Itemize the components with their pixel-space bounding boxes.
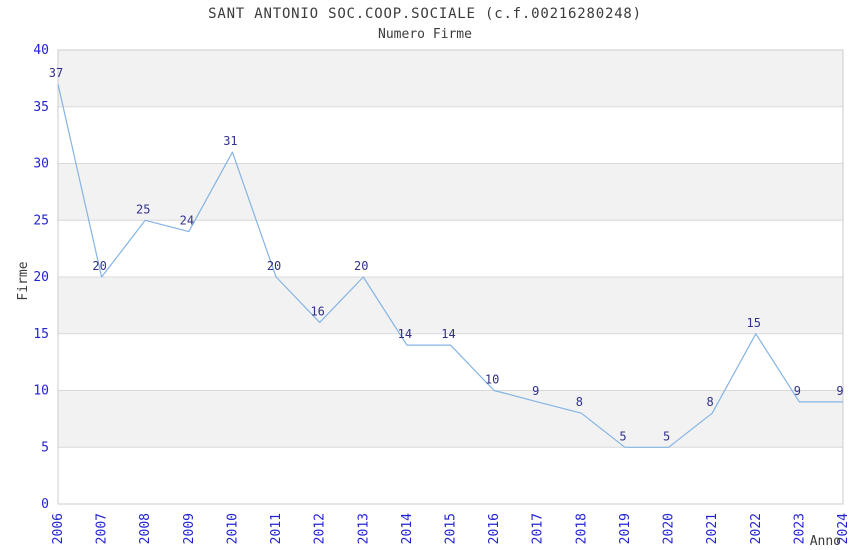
x-tick-label: 2014 bbox=[400, 513, 415, 544]
plot-band bbox=[58, 390, 843, 448]
value-label: 37 bbox=[49, 66, 63, 80]
y-tick-label: 25 bbox=[33, 213, 49, 228]
y-tick-label: 0 bbox=[41, 497, 49, 512]
x-tick-label: 2023 bbox=[792, 513, 807, 544]
x-tick-label: 2007 bbox=[95, 513, 110, 544]
y-tick-label: 35 bbox=[33, 100, 49, 115]
x-tick-label: 2008 bbox=[138, 513, 153, 544]
x-tick-label: 2016 bbox=[487, 513, 502, 544]
x-tick-label: 2017 bbox=[531, 513, 546, 544]
value-label: 9 bbox=[794, 384, 801, 398]
value-label: 14 bbox=[441, 327, 455, 341]
x-tick-label: 2018 bbox=[574, 513, 589, 544]
x-tick-label: 2013 bbox=[356, 513, 371, 544]
value-label: 10 bbox=[485, 373, 499, 387]
x-tick-label: 2022 bbox=[749, 513, 764, 544]
value-label: 5 bbox=[619, 429, 626, 443]
value-label: 24 bbox=[180, 214, 194, 228]
value-label: 20 bbox=[267, 259, 281, 273]
plot-band bbox=[58, 50, 843, 107]
data-line bbox=[57, 83, 843, 448]
x-tick-label: 2012 bbox=[313, 513, 328, 544]
y-tick-label: 5 bbox=[41, 440, 49, 455]
x-tick-label: 2021 bbox=[705, 513, 720, 544]
value-label: 20 bbox=[92, 259, 106, 273]
y-axis-title: Firme bbox=[16, 261, 31, 300]
x-tick-label: 2024 bbox=[836, 513, 850, 544]
value-label: 14 bbox=[398, 327, 412, 341]
y-tick-label: 40 bbox=[33, 43, 49, 58]
value-label: 5 bbox=[663, 429, 670, 443]
x-tick-label: 2006 bbox=[51, 513, 66, 544]
value-label: 9 bbox=[836, 384, 843, 398]
x-tick-label: 2011 bbox=[269, 513, 284, 544]
x-tick-label: 2009 bbox=[182, 513, 197, 544]
plot-band bbox=[58, 277, 843, 334]
x-tick-label: 2019 bbox=[618, 513, 633, 544]
plot-band bbox=[58, 163, 843, 221]
x-tick-label: 2010 bbox=[225, 513, 240, 544]
x-axis-title: Anno bbox=[810, 534, 841, 549]
y-tick-label: 10 bbox=[33, 384, 49, 399]
value-label: 25 bbox=[136, 202, 150, 216]
x-tick-label: 2015 bbox=[444, 513, 459, 544]
value-label: 15 bbox=[747, 316, 761, 330]
value-label: 20 bbox=[354, 259, 368, 273]
chart-subtitle: Numero Firme bbox=[378, 27, 472, 42]
y-tick-label: 20 bbox=[33, 270, 49, 285]
value-label: 31 bbox=[223, 134, 237, 148]
x-tick-label: 2020 bbox=[662, 513, 677, 544]
plot-border bbox=[57, 49, 844, 505]
y-tick-label: 15 bbox=[33, 327, 49, 342]
value-label: 8 bbox=[707, 395, 714, 409]
chart-title: SANT ANTONIO SOC.COOP.SOCIALE (c.f.00216… bbox=[208, 6, 642, 22]
value-label: 8 bbox=[576, 395, 583, 409]
value-label: 9 bbox=[532, 384, 539, 398]
value-label: 16 bbox=[310, 304, 324, 318]
y-tick-label: 30 bbox=[33, 157, 49, 172]
